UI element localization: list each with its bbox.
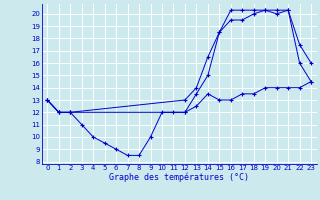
X-axis label: Graphe des températures (°C): Graphe des températures (°C) (109, 173, 249, 182)
